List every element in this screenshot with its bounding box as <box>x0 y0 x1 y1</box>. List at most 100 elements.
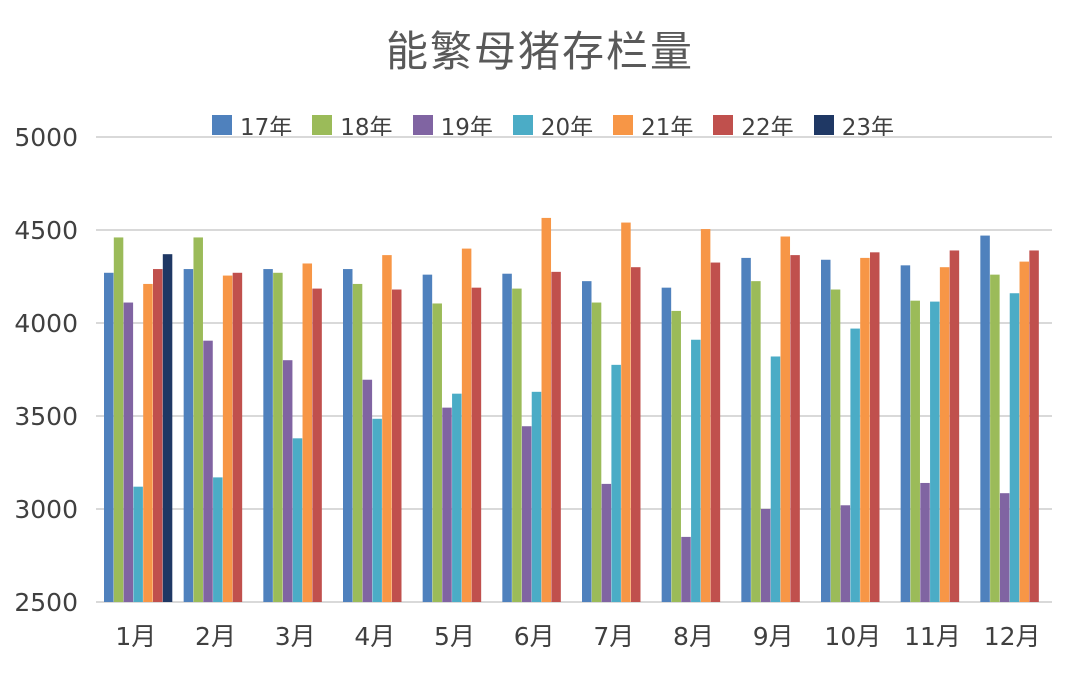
bar <box>541 217 552 602</box>
bar <box>104 272 114 602</box>
bar <box>203 340 213 602</box>
bar <box>551 271 561 602</box>
bar <box>392 289 402 602</box>
bar <box>681 536 691 602</box>
bar <box>860 257 870 602</box>
bar <box>830 289 841 602</box>
legend-swatch <box>312 115 333 135</box>
bar <box>123 302 134 602</box>
bar <box>382 255 392 603</box>
y-tick-label: 4500 <box>14 216 78 245</box>
y-tick-label: 3500 <box>14 402 78 431</box>
bar <box>770 356 781 602</box>
bar <box>790 255 800 603</box>
bar <box>452 393 462 602</box>
bar <box>113 237 124 602</box>
x-tick-label: 1月 <box>115 622 156 651</box>
bar <box>372 418 382 602</box>
x-tick-label: 3月 <box>275 622 316 651</box>
bar <box>352 283 363 602</box>
x-tick-label: 5月 <box>434 622 475 651</box>
legend-swatch <box>512 115 533 135</box>
bar <box>741 257 751 602</box>
bar <box>143 283 153 602</box>
legend-swatch <box>412 115 433 135</box>
bar <box>661 287 672 602</box>
legend-swatch <box>813 115 834 135</box>
bar <box>153 269 163 602</box>
bar <box>512 288 522 602</box>
bar <box>999 493 1010 602</box>
bar <box>611 364 621 602</box>
bar <box>1029 250 1039 602</box>
bar <box>920 482 930 602</box>
bar <box>521 426 532 602</box>
x-tick-label: 2月 <box>195 622 236 651</box>
bar <box>930 301 940 602</box>
x-tick-label: 8月 <box>673 622 714 651</box>
bar <box>900 265 911 602</box>
y-tick-label: 5000 <box>14 123 78 152</box>
x-tick-label: 4月 <box>354 622 395 651</box>
bar <box>213 477 223 602</box>
bar <box>502 273 512 602</box>
chart-title: 能繁母猪存栏量 <box>385 27 694 76</box>
bar <box>582 281 592 602</box>
bar <box>990 274 1000 602</box>
bar <box>631 267 641 602</box>
bar <box>442 407 452 602</box>
bar <box>780 236 791 602</box>
bar <box>1009 293 1020 602</box>
x-tick-label: 12月 <box>984 622 1041 651</box>
bar <box>312 288 322 602</box>
bar <box>700 229 711 602</box>
bar <box>840 505 851 602</box>
legend-swatch <box>613 115 634 135</box>
bar <box>531 391 542 602</box>
bar <box>162 254 173 602</box>
bar <box>183 269 194 602</box>
x-tick-label: 9月 <box>753 622 794 651</box>
bar <box>751 281 761 602</box>
bar <box>222 275 233 602</box>
bar <box>362 379 373 602</box>
bar <box>193 237 203 602</box>
bar <box>282 360 293 602</box>
bar <box>471 287 482 602</box>
bar <box>621 222 631 602</box>
bar <box>980 235 990 602</box>
bar <box>870 252 880 602</box>
bar <box>601 483 612 602</box>
y-tick-label: 4000 <box>14 309 78 338</box>
x-tick-label: 7月 <box>593 622 634 651</box>
bar <box>343 269 353 602</box>
bar <box>710 262 721 602</box>
bar <box>422 274 433 602</box>
bar <box>432 303 442 602</box>
bar <box>591 302 602 602</box>
y-tick-label: 3000 <box>14 495 78 524</box>
x-tick-label: 6月 <box>514 622 555 651</box>
bar <box>949 250 960 602</box>
bar <box>850 328 860 602</box>
legend-swatch <box>713 115 734 135</box>
bar <box>292 438 303 602</box>
bar <box>232 272 243 602</box>
legend-swatch <box>212 115 232 135</box>
bar <box>939 267 950 602</box>
bar <box>273 272 283 602</box>
bar <box>263 269 273 602</box>
x-tick-label: 10月 <box>824 622 881 651</box>
bar <box>302 263 313 602</box>
bar <box>910 300 920 602</box>
bar <box>461 248 472 602</box>
x-tick-label: 11月 <box>904 622 961 651</box>
y-tick-label: 2500 <box>14 588 78 617</box>
bar <box>133 486 143 602</box>
bar <box>671 310 681 602</box>
bar <box>1019 261 1030 602</box>
bar <box>760 509 771 602</box>
bar <box>691 339 701 602</box>
bar <box>821 259 831 602</box>
